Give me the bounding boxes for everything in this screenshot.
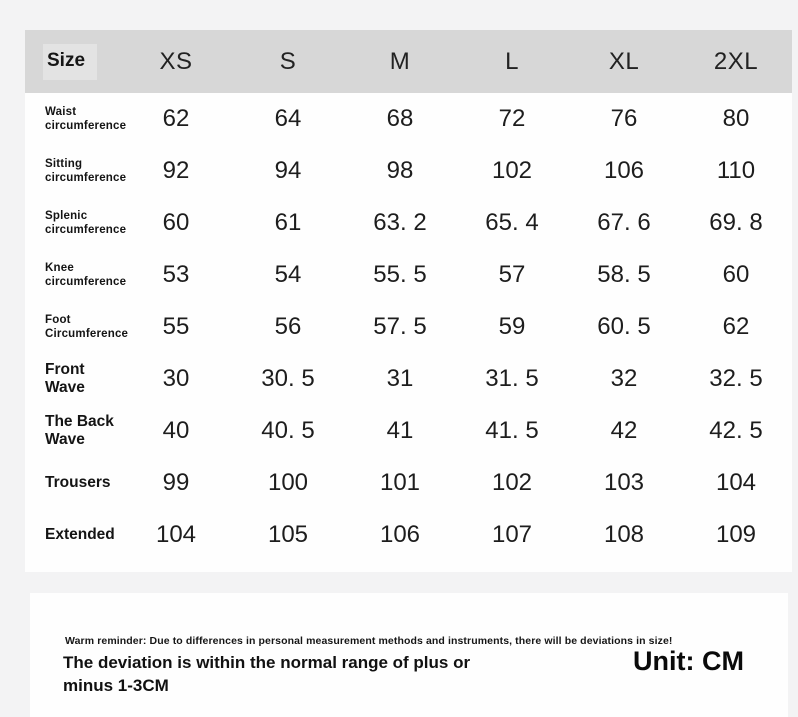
unit-label: Unit: CM	[633, 646, 744, 676]
table-cell: 55	[162, 313, 190, 340]
table-cell: 32. 5	[709, 365, 763, 392]
row-label: Waist circumference	[45, 105, 127, 132]
table-cell: 101	[379, 469, 421, 496]
row-label: Trousers	[45, 473, 111, 491]
table-header-row: Size XS S M L XL 2XL	[25, 30, 792, 93]
row-label: Foot Circumference	[45, 313, 129, 340]
column-header-m: M	[389, 47, 411, 75]
table-cell: 62	[162, 105, 190, 132]
table-cell: 99	[162, 469, 190, 496]
table-cell: 106	[379, 521, 421, 548]
table-cell: 55. 5	[373, 261, 427, 288]
table-cell: 102	[491, 469, 533, 496]
table-row-front-wave: Front Wave 30 30. 5 31 31. 5 32 32. 5	[25, 353, 792, 405]
deviation-note-text: The deviation is within the normal range…	[63, 653, 471, 695]
table-cell: 62	[722, 313, 750, 340]
table-cell: 61	[274, 209, 302, 236]
table-cell: 60	[162, 209, 190, 236]
table-cell: 30	[162, 365, 190, 392]
table-row-extended: Extended 104 105 106 107 108 109	[25, 509, 792, 561]
table-row-splenic: Splenic circumference 60 61 63. 2 65. 4 …	[25, 197, 792, 249]
table-cell: 32	[610, 365, 638, 392]
column-header-l: L	[505, 47, 519, 75]
table-cell: 107	[491, 521, 533, 548]
table-row-back-wave: The Back Wave 40 40. 5 41 41. 5 42 42. 5	[25, 405, 792, 457]
table-cell: 31. 5	[485, 365, 539, 392]
table-cell: 104	[715, 469, 757, 496]
table-cell: 57. 5	[373, 313, 427, 340]
table-cell: 94	[274, 157, 302, 184]
table-cell: 57	[498, 261, 526, 288]
column-header-xs: XS	[159, 47, 193, 75]
row-label: Front Wave	[45, 360, 85, 396]
table-cell: 41	[386, 417, 414, 444]
table-cell: 109	[715, 521, 757, 548]
column-header-2xl: 2XL	[713, 47, 759, 75]
table-row-waist: Waist circumference 62 64 68 72 76 80	[25, 93, 792, 145]
table-cell: 103	[603, 469, 645, 496]
table-cell: 60	[722, 261, 750, 288]
table-cell: 102	[491, 157, 533, 184]
table-cell: 53	[162, 261, 190, 288]
table-cell: 67. 6	[597, 209, 651, 236]
table-cell: 56	[274, 313, 302, 340]
table-cell: 42. 5	[709, 417, 763, 444]
table-row-foot: Foot Circumference 55 56 57. 5 59 60. 5 …	[25, 301, 792, 353]
table-row-trousers: Trousers 99 100 101 102 103 104	[25, 457, 792, 509]
table-cell: 100	[267, 469, 309, 496]
table-cell: 106	[603, 157, 645, 184]
table-cell: 105	[267, 521, 309, 548]
row-label: Splenic circumference	[45, 209, 127, 236]
table-cell: 76	[610, 105, 638, 132]
table-cell: 68	[386, 105, 414, 132]
table-cell: 65. 4	[485, 209, 539, 236]
table-cell: 59	[498, 313, 526, 340]
row-label: Extended	[45, 525, 115, 543]
table-cell: 31	[386, 365, 414, 392]
table-cell: 58. 5	[597, 261, 651, 288]
warm-reminder-text: Warm reminder: Due to differences in per…	[65, 635, 673, 647]
table-cell: 54	[274, 261, 302, 288]
row-label: Sitting circumference	[45, 157, 127, 184]
table-cell: 64	[274, 105, 302, 132]
table-row-knee: Knee circumference 53 54 55. 5 57 58. 5 …	[25, 249, 792, 301]
table-cell: 92	[162, 157, 190, 184]
table-cell: 41. 5	[485, 417, 539, 444]
table-cell: 69. 8	[709, 209, 763, 236]
footer-note-card: Warm reminder: Due to differences in per…	[30, 593, 788, 717]
table-cell: 40. 5	[261, 417, 315, 444]
table-cell: 108	[603, 521, 645, 548]
table-cell: 60. 5	[597, 313, 651, 340]
size-header-label: Size	[43, 43, 98, 80]
table-cell: 30. 5	[261, 365, 315, 392]
size-table-card: Size XS S M L XL 2XL Waist circumference…	[25, 30, 792, 572]
table-cell: 72	[498, 105, 526, 132]
column-header-s: S	[279, 47, 297, 75]
row-label: Knee circumference	[45, 261, 127, 288]
table-cell: 80	[722, 105, 750, 132]
row-label: The Back Wave	[45, 412, 114, 448]
table-cell: 104	[155, 521, 197, 548]
table-cell: 42	[610, 417, 638, 444]
table-cell: 110	[716, 157, 756, 184]
column-header-xl: XL	[608, 47, 640, 75]
table-row-sitting: Sitting circumference 92 94 98 102 106 1…	[25, 145, 792, 197]
table-cell: 98	[386, 157, 414, 184]
table-cell: 40	[162, 417, 190, 444]
table-cell: 63. 2	[373, 209, 427, 236]
